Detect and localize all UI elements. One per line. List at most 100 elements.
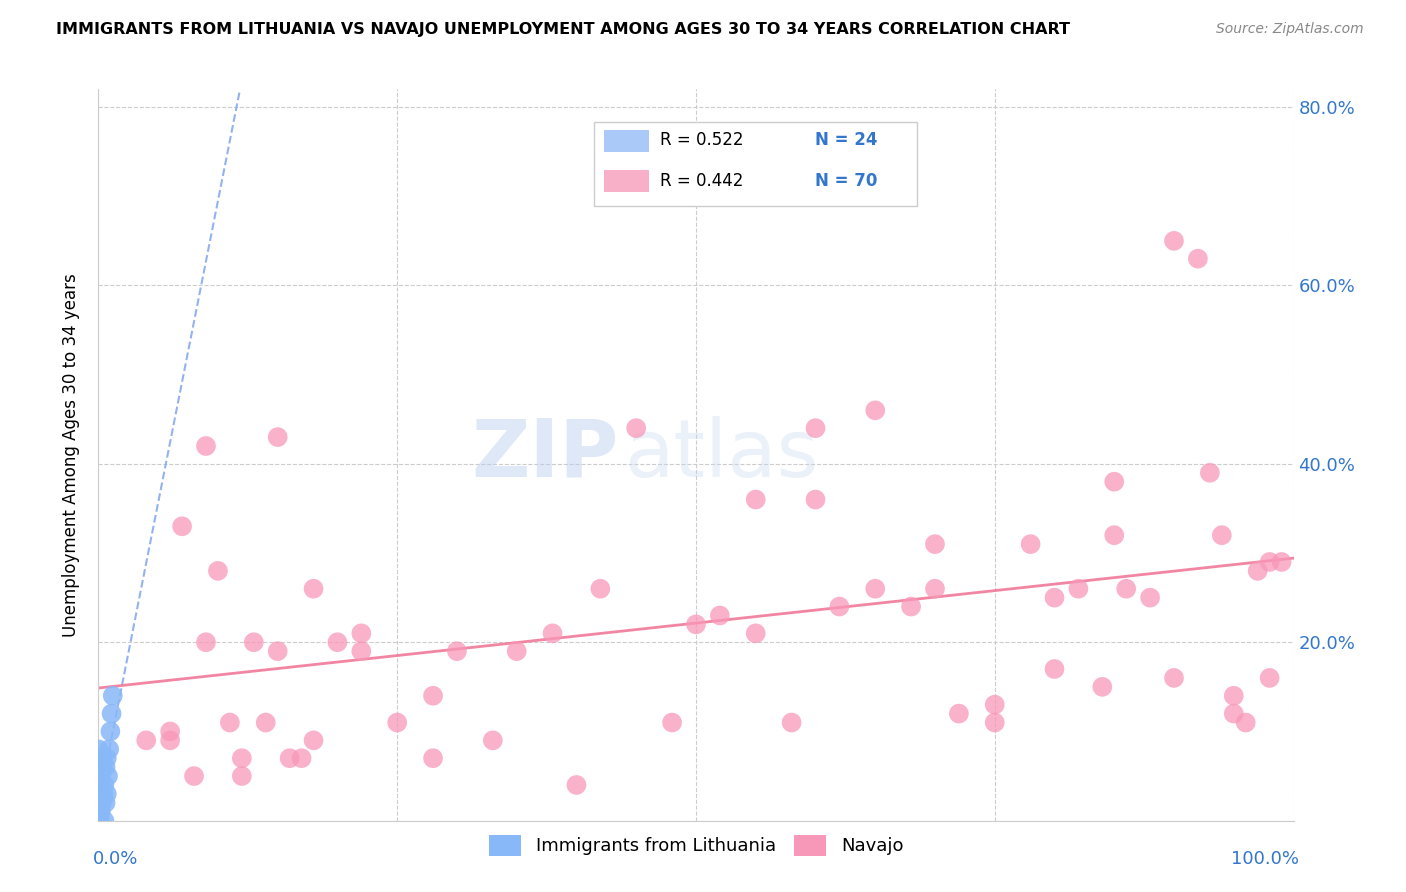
Point — [865, 403, 887, 417]
Point — [385, 715, 409, 730]
Point — [267, 430, 290, 444]
Point — [1104, 528, 1126, 542]
Point — [159, 733, 181, 747]
Point — [984, 698, 1007, 712]
Point — [828, 599, 851, 614]
FancyBboxPatch shape — [605, 170, 650, 193]
Point — [87, 742, 110, 756]
Point — [984, 715, 1007, 730]
Point — [350, 644, 373, 658]
Text: 0.0%: 0.0% — [93, 850, 138, 868]
Point — [100, 706, 122, 721]
Text: R = 0.442: R = 0.442 — [661, 171, 744, 190]
FancyBboxPatch shape — [605, 130, 650, 153]
Point — [745, 492, 768, 507]
Point — [254, 715, 277, 730]
Point — [1139, 591, 1161, 605]
Text: 100.0%: 100.0% — [1232, 850, 1299, 868]
Point — [1104, 475, 1126, 489]
Point — [96, 787, 118, 801]
Point — [948, 706, 970, 721]
Point — [565, 778, 588, 792]
Point — [90, 805, 112, 819]
Point — [91, 751, 114, 765]
Point — [1043, 591, 1066, 605]
Point — [231, 769, 253, 783]
Point — [207, 564, 229, 578]
Point — [804, 421, 827, 435]
Point — [745, 626, 768, 640]
Point — [422, 689, 444, 703]
Point — [195, 439, 218, 453]
Point — [661, 715, 683, 730]
Point — [1234, 715, 1257, 730]
Point — [1258, 555, 1281, 569]
Point — [589, 582, 612, 596]
Point — [87, 769, 110, 783]
Point — [90, 769, 112, 783]
Point — [350, 626, 373, 640]
Point — [780, 715, 803, 730]
Point — [87, 787, 110, 801]
Point — [159, 724, 181, 739]
Point — [101, 689, 124, 703]
Point — [135, 733, 157, 747]
Point — [1187, 252, 1209, 266]
Point — [709, 608, 731, 623]
Point — [1163, 671, 1185, 685]
Point — [98, 742, 121, 756]
Point — [924, 537, 946, 551]
Point — [93, 778, 115, 792]
Point — [1199, 466, 1222, 480]
Point — [1223, 689, 1246, 703]
Point — [1258, 671, 1281, 685]
Point — [172, 519, 194, 533]
Point — [183, 769, 205, 783]
Point — [87, 814, 110, 828]
Point — [1115, 582, 1137, 596]
Point — [291, 751, 314, 765]
Point — [278, 751, 301, 765]
Point — [804, 492, 827, 507]
Text: atlas: atlas — [624, 416, 818, 494]
Point — [1067, 582, 1090, 596]
Point — [98, 724, 122, 739]
Text: N = 24: N = 24 — [815, 131, 877, 149]
Point — [1091, 680, 1114, 694]
Point — [87, 805, 110, 819]
Point — [96, 751, 118, 765]
Point — [91, 760, 114, 774]
Point — [195, 635, 218, 649]
Point — [924, 582, 946, 596]
Point — [302, 582, 325, 596]
Point — [1043, 662, 1066, 676]
Point — [626, 421, 648, 435]
Point — [865, 582, 887, 596]
Point — [94, 760, 117, 774]
Point — [541, 626, 564, 640]
Text: ZIP: ZIP — [471, 416, 619, 494]
Point — [1019, 537, 1042, 551]
Point — [243, 635, 266, 649]
Point — [422, 751, 444, 765]
Point — [267, 644, 290, 658]
FancyBboxPatch shape — [595, 122, 917, 206]
Point — [1211, 528, 1233, 542]
Legend: Immigrants from Lithuania, Navajo: Immigrants from Lithuania, Navajo — [481, 828, 911, 863]
Point — [91, 787, 114, 801]
Point — [1247, 564, 1270, 578]
Point — [481, 733, 505, 747]
Text: R = 0.522: R = 0.522 — [661, 131, 744, 149]
Point — [506, 644, 529, 658]
Point — [302, 733, 325, 747]
Point — [93, 814, 115, 828]
Point — [1163, 234, 1185, 248]
Point — [900, 599, 922, 614]
Point — [219, 715, 242, 730]
Point — [1223, 706, 1246, 721]
Point — [326, 635, 349, 649]
Point — [685, 617, 707, 632]
Point — [446, 644, 468, 658]
Point — [91, 796, 114, 810]
Point — [1271, 555, 1294, 569]
